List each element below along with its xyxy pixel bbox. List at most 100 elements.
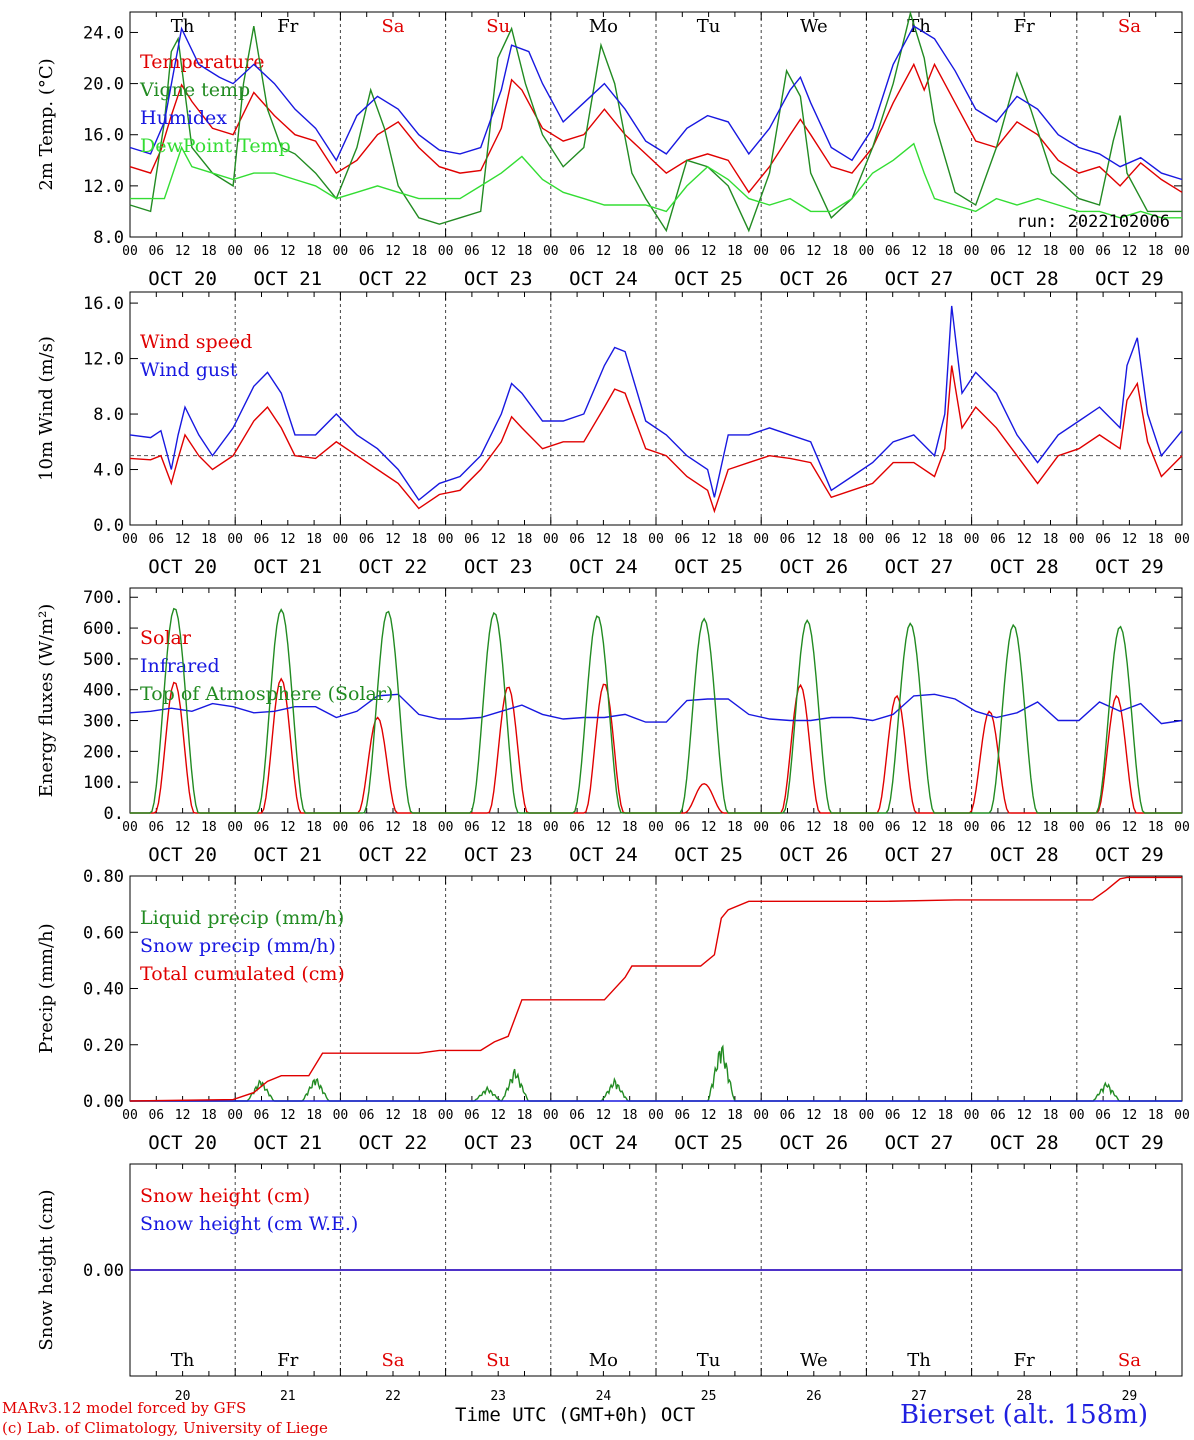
hour-label: 18 [201,1108,217,1123]
date-label: OCT 27 [885,1132,954,1154]
legend-entry: Wind gust [140,359,238,381]
hour-label: 06 [148,1108,164,1123]
date-label: OCT 25 [674,1132,743,1154]
hour-label: 00 [964,820,980,835]
hour-label: 18 [411,820,427,835]
hour-label: 18 [1043,532,1059,547]
hour-label: 12 [280,1108,296,1123]
day-number: 24 [596,1389,612,1404]
date-label: OCT 24 [569,556,638,578]
hour-label: 00 [753,1108,769,1123]
hour-label: 12 [175,1108,191,1123]
hour-label: 00 [333,244,349,259]
series-line [129,305,1183,502]
hour-label: 12 [806,820,822,835]
hour-label: 06 [148,820,164,835]
series-line [129,25,1183,181]
y-tick-label: 0.00 [83,1261,124,1281]
hour-label: 18 [727,1108,743,1123]
hour-label: 12 [1016,532,1032,547]
legend-entry: Total cumulated (cm) [140,963,345,985]
hour-label: 18 [1043,820,1059,835]
hour-label: 18 [517,532,533,547]
date-label: OCT 24 [569,844,638,866]
hour-label: 12 [490,820,506,835]
hour-label: 00 [1069,1108,1085,1123]
hour-label: 06 [990,820,1006,835]
hour-label: 00 [1174,244,1190,259]
weekday-label: Th [171,1350,195,1371]
hour-label: 12 [1016,820,1032,835]
date-label: OCT 26 [779,844,848,866]
weekday-label: Fr [1014,16,1035,37]
hour-label: 18 [201,820,217,835]
hour-label: 18 [622,820,638,835]
hour-label: 18 [832,532,848,547]
hour-label: 06 [885,244,901,259]
weekday-label: Fr [277,1350,298,1371]
weekday-label: Sa [1118,16,1141,37]
date-label: OCT 24 [569,1132,638,1154]
hour-label: 18 [1148,1108,1164,1123]
hour-label: 12 [596,532,612,547]
hour-label: 06 [464,244,480,259]
y-tick-label: 12.0 [83,177,124,197]
legend-entry: Solar [140,627,192,649]
hour-label: 00 [648,244,664,259]
hour-label: 18 [622,244,638,259]
hour-label: 12 [1122,532,1138,547]
hour-label: 00 [227,244,243,259]
hour-label: 06 [569,244,585,259]
hour-label: 00 [859,532,875,547]
day-number: 21 [280,1389,296,1404]
weekday-label: Fr [277,16,298,37]
y-tick-label: 500. [83,650,124,670]
hour-label: 18 [517,820,533,835]
hour-label: 12 [280,244,296,259]
hour-label: 00 [859,1108,875,1123]
hour-label: 00 [859,244,875,259]
hour-label: 12 [701,532,717,547]
hour-label: 18 [1148,244,1164,259]
hour-label: 06 [990,532,1006,547]
hour-label: 12 [490,1108,506,1123]
hour-label: 18 [306,532,322,547]
weekday-label: Sa [1118,1350,1141,1371]
hour-label: 06 [674,1108,690,1123]
hour-label: 06 [1095,532,1111,547]
hour-label: 00 [543,532,559,547]
hour-label: 18 [832,244,848,259]
date-label: OCT 22 [359,1132,428,1154]
hour-label: 12 [175,532,191,547]
hour-label: 12 [1122,1108,1138,1123]
hour-label: 18 [411,244,427,259]
hour-label: 18 [306,244,322,259]
hour-label: 12 [1016,1108,1032,1123]
weekday-label: Tu [697,1350,721,1371]
date-label: OCT 29 [1095,556,1164,578]
station-title: Bierset (alt. 158m) [900,1400,1149,1430]
weekday-label: Tu [697,16,721,37]
hour-label: 06 [254,1108,270,1123]
hour-label: 12 [385,1108,401,1123]
date-label: OCT 27 [885,268,954,290]
hour-label: 12 [385,244,401,259]
hour-label: 00 [122,532,138,547]
date-label: OCT 25 [674,844,743,866]
hour-label: 06 [464,820,480,835]
hour-label: 12 [806,244,822,259]
legend-entry: Infrared [140,655,220,677]
date-label: OCT 22 [359,268,428,290]
y-tick-label: 0.20 [83,1036,124,1056]
y-tick-label: 400. [83,681,124,701]
y-tick-label: 16.0 [83,126,124,146]
hour-label: 06 [254,532,270,547]
hour-label: 18 [411,1108,427,1123]
date-label: OCT 26 [779,556,848,578]
hour-label: 00 [543,1108,559,1123]
date-label: OCT 23 [464,844,533,866]
day-number: 26 [806,1389,822,1404]
y-tick-label: 0.40 [83,980,124,1000]
date-label: OCT 21 [253,1132,322,1154]
hour-label: 18 [1043,244,1059,259]
